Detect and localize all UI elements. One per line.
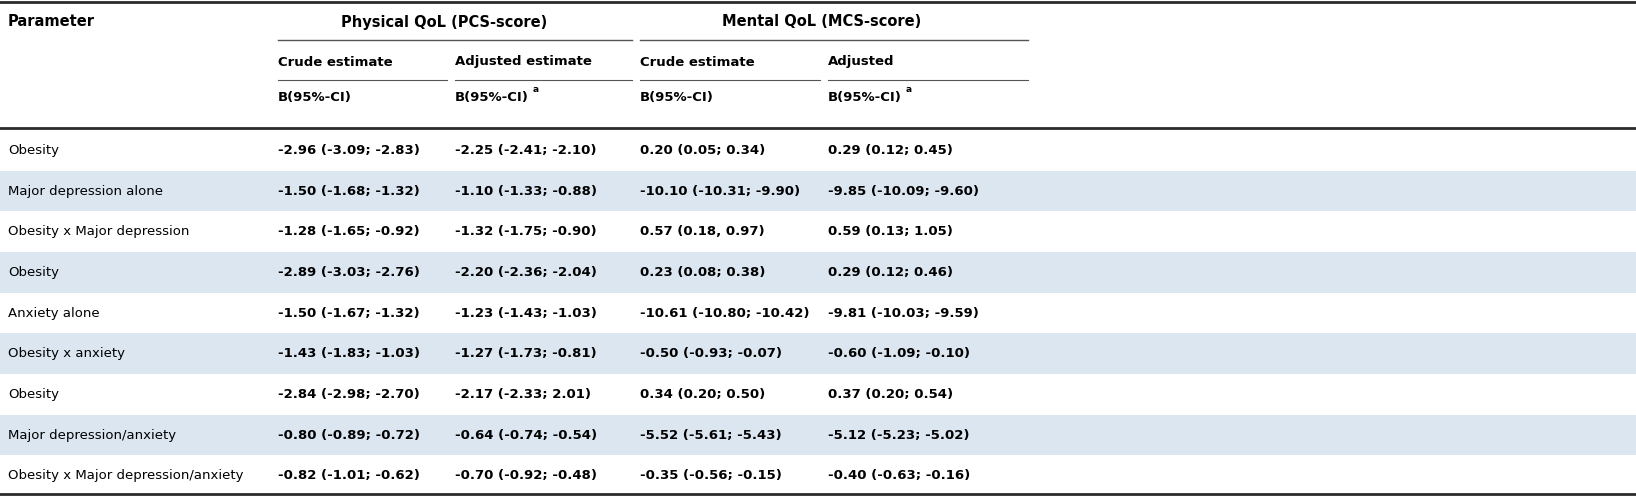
Text: B(95%-CI): B(95%-CI) (278, 91, 352, 105)
Text: a: a (533, 85, 540, 95)
Text: Adjusted: Adjusted (828, 56, 895, 68)
Text: Crude estimate: Crude estimate (278, 56, 393, 68)
Bar (0, 130, 1636, 171)
Text: -0.70 (-0.92; -0.48): -0.70 (-0.92; -0.48) (455, 469, 597, 482)
Text: Crude estimate: Crude estimate (640, 56, 754, 68)
Text: Major depression alone: Major depression alone (8, 185, 164, 197)
Text: -10.61 (-10.80; -10.42): -10.61 (-10.80; -10.42) (640, 307, 810, 319)
Text: -10.10 (-10.31; -9.90): -10.10 (-10.31; -9.90) (640, 185, 800, 197)
Text: -1.27 (-1.73; -0.81): -1.27 (-1.73; -0.81) (455, 347, 597, 360)
Text: -9.81 (-10.03; -9.59): -9.81 (-10.03; -9.59) (828, 307, 978, 319)
Text: -0.50 (-0.93; -0.07): -0.50 (-0.93; -0.07) (640, 347, 782, 360)
Text: Mental QoL (MCS-score): Mental QoL (MCS-score) (721, 14, 921, 29)
Text: B(95%-CI): B(95%-CI) (455, 91, 528, 105)
Text: 0.20 (0.05; 0.34): 0.20 (0.05; 0.34) (640, 144, 766, 157)
Text: -5.12 (-5.23; -5.02): -5.12 (-5.23; -5.02) (828, 429, 970, 441)
Text: -2.20 (-2.36; -2.04): -2.20 (-2.36; -2.04) (455, 266, 597, 279)
Text: a: a (906, 85, 913, 95)
Text: Obesity x Major depression/anxiety: Obesity x Major depression/anxiety (8, 469, 244, 482)
Text: 0.34 (0.20; 0.50): 0.34 (0.20; 0.50) (640, 388, 766, 401)
Text: B(95%-CI): B(95%-CI) (640, 91, 713, 105)
Text: -2.84 (-2.98; -2.70): -2.84 (-2.98; -2.70) (278, 388, 420, 401)
Text: -5.52 (-5.61; -5.43): -5.52 (-5.61; -5.43) (640, 429, 782, 441)
Text: -0.80 (-0.89; -0.72): -0.80 (-0.89; -0.72) (278, 429, 420, 441)
Text: Parameter: Parameter (8, 14, 95, 29)
Text: 0.57 (0.18, 0.97): 0.57 (0.18, 0.97) (640, 225, 764, 238)
Bar (0, 455, 1636, 496)
Bar (0, 415, 1636, 455)
Text: -1.32 (-1.75; -0.90): -1.32 (-1.75; -0.90) (455, 225, 597, 238)
Text: Physical QoL (PCS-score): Physical QoL (PCS-score) (340, 14, 546, 29)
Text: Obesity: Obesity (8, 388, 59, 401)
Text: -2.17 (-2.33; 2.01): -2.17 (-2.33; 2.01) (455, 388, 591, 401)
Text: -1.50 (-1.67; -1.32): -1.50 (-1.67; -1.32) (278, 307, 419, 319)
Text: Obesity: Obesity (8, 266, 59, 279)
Text: -2.89 (-3.03; -2.76): -2.89 (-3.03; -2.76) (278, 266, 420, 279)
Bar (0, 293, 1636, 333)
Text: -1.23 (-1.43; -1.03): -1.23 (-1.43; -1.03) (455, 307, 597, 319)
Text: -2.25 (-2.41; -2.10): -2.25 (-2.41; -2.10) (455, 144, 597, 157)
Text: -9.85 (-10.09; -9.60): -9.85 (-10.09; -9.60) (828, 185, 978, 197)
Text: -0.40 (-0.63; -0.16): -0.40 (-0.63; -0.16) (828, 469, 970, 482)
Bar (0, 374, 1636, 415)
Text: -1.28 (-1.65; -0.92): -1.28 (-1.65; -0.92) (278, 225, 419, 238)
Text: Anxiety alone: Anxiety alone (8, 307, 100, 319)
Bar (0, 211, 1636, 252)
Text: -1.50 (-1.68; -1.32): -1.50 (-1.68; -1.32) (278, 185, 420, 197)
Text: -0.60 (-1.09; -0.10): -0.60 (-1.09; -0.10) (828, 347, 970, 360)
Text: -0.35 (-0.56; -0.15): -0.35 (-0.56; -0.15) (640, 469, 782, 482)
Text: 0.29 (0.12; 0.45): 0.29 (0.12; 0.45) (828, 144, 952, 157)
Text: -0.64 (-0.74; -0.54): -0.64 (-0.74; -0.54) (455, 429, 597, 441)
Text: Obesity x anxiety: Obesity x anxiety (8, 347, 124, 360)
Bar (0, 333, 1636, 374)
Bar (0, 171, 1636, 211)
Text: -1.43 (-1.83; -1.03): -1.43 (-1.83; -1.03) (278, 347, 420, 360)
Text: 0.59 (0.13; 1.05): 0.59 (0.13; 1.05) (828, 225, 952, 238)
Text: 0.29 (0.12; 0.46): 0.29 (0.12; 0.46) (828, 266, 954, 279)
Text: 0.23 (0.08; 0.38): 0.23 (0.08; 0.38) (640, 266, 766, 279)
Text: -2.96 (-3.09; -2.83): -2.96 (-3.09; -2.83) (278, 144, 420, 157)
Text: Obesity x Major depression: Obesity x Major depression (8, 225, 190, 238)
Text: Obesity: Obesity (8, 144, 59, 157)
Bar (0, 252, 1636, 293)
Text: Adjusted estimate: Adjusted estimate (455, 56, 592, 68)
Text: Major depression/anxiety: Major depression/anxiety (8, 429, 177, 441)
Text: -0.82 (-1.01; -0.62): -0.82 (-1.01; -0.62) (278, 469, 420, 482)
Text: 0.37 (0.20; 0.54): 0.37 (0.20; 0.54) (828, 388, 954, 401)
Text: -1.10 (-1.33; -0.88): -1.10 (-1.33; -0.88) (455, 185, 597, 197)
Text: B(95%-CI): B(95%-CI) (828, 91, 901, 105)
